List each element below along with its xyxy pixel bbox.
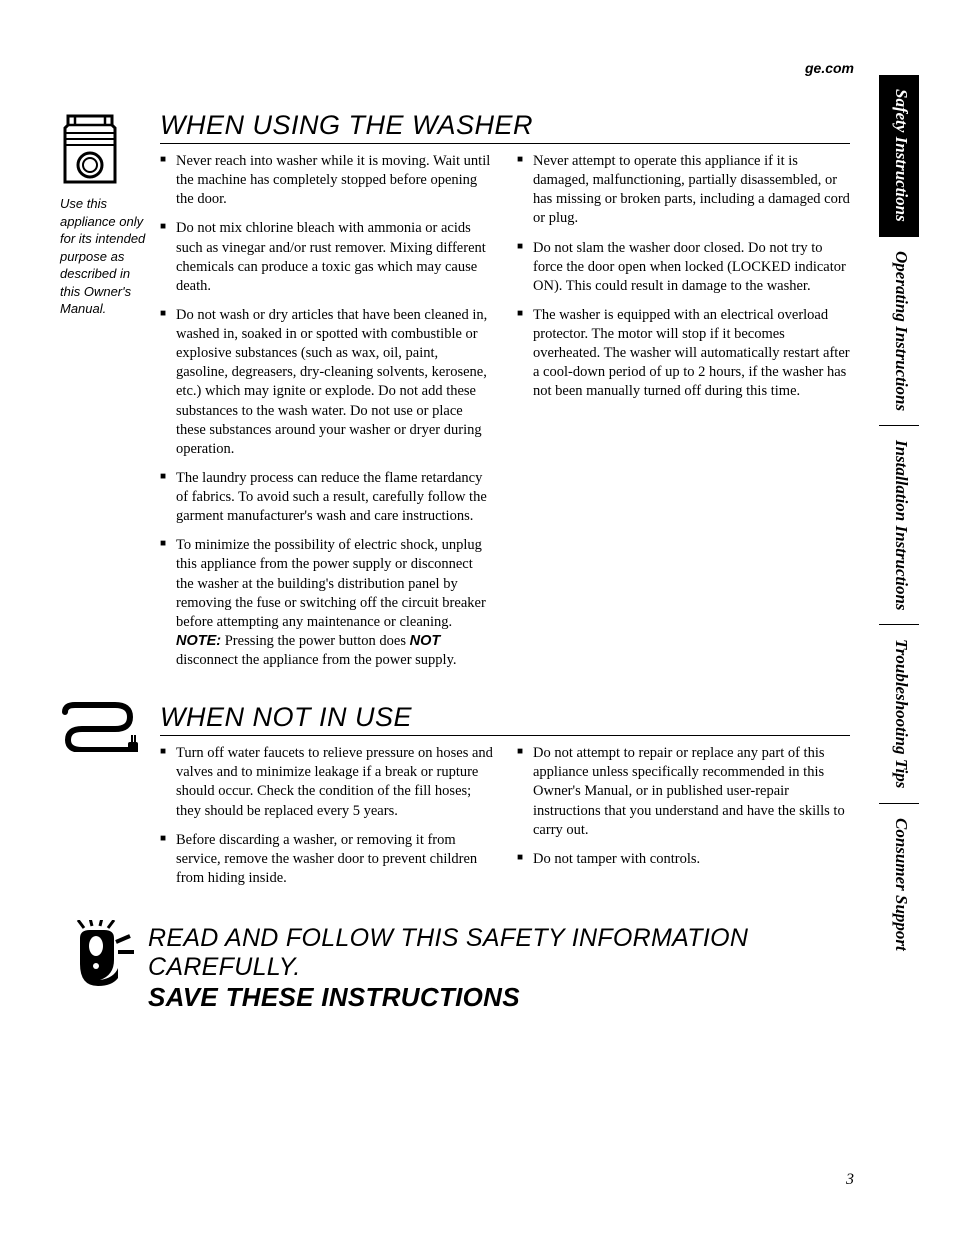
washer-icon <box>60 110 120 185</box>
list-item: Never reach into washer while it is movi… <box>160 152 493 209</box>
cord-icon <box>60 702 140 752</box>
list-item: Before discarding a washer, or removing … <box>160 831 493 888</box>
tab-installation-instructions[interactable]: Installation Instructions <box>879 426 919 626</box>
list-item: The laundry process can reduce the flame… <box>160 469 493 526</box>
tab-troubleshooting-tips[interactable]: Troubleshooting Tips <box>879 625 919 803</box>
list-item: Do not slam the washer door closed. Do n… <box>517 239 850 296</box>
warning-icon <box>60 920 138 990</box>
content-area: Use this appliance only for its intended… <box>60 60 850 1013</box>
list-item: To minimize the possibility of electric … <box>160 536 493 670</box>
bullet-list-right-1: Never attempt to operate this appliance … <box>517 152 850 402</box>
list-item: The washer is equipped with an electrica… <box>517 306 850 402</box>
list-item: Turn off water faucets to relieve pressu… <box>160 744 493 821</box>
header-link[interactable]: ge.com <box>805 60 854 76</box>
list-item: Do not attempt to repair or replace any … <box>517 744 850 840</box>
list-item: Never attempt to operate this appliance … <box>517 152 850 229</box>
final-line1: READ AND FOLLOW THIS SAFETY INFORMATION … <box>148 924 850 982</box>
tab-safety-instructions[interactable]: Safety Instructions <box>879 75 919 237</box>
tab-operating-instructions[interactable]: Operating Instructions <box>879 237 919 426</box>
final-line2: SAVE THESE INSTRUCTIONS <box>148 982 850 1013</box>
page-number: 3 <box>846 1171 854 1189</box>
heading-when-not-in-use: WHEN NOT IN USE <box>160 702 850 736</box>
section-when-not-in-use: WHEN NOT IN USE Turn off water faucets t… <box>60 702 850 898</box>
list-item: Do not tamper with controls. <box>517 850 850 869</box>
list-item: Do not wash or dry articles that have be… <box>160 306 493 459</box>
bullet-list-right-2: Do not attempt to repair or replace any … <box>517 744 850 869</box>
heading-when-using: WHEN USING THE WASHER <box>160 110 850 144</box>
section-final: READ AND FOLLOW THIS SAFETY INFORMATION … <box>60 920 850 1013</box>
note-label: NOTE: <box>176 633 221 649</box>
note-strong: NOT <box>410 633 441 649</box>
tab-consumer-support[interactable]: Consumer Support <box>879 804 919 965</box>
sidebar-note: Use this appliance only for its intended… <box>60 195 150 318</box>
section-when-using: Use this appliance only for its intended… <box>60 110 850 680</box>
list-item: Do not mix chlorine bleach with ammonia … <box>160 219 493 296</box>
bullet-list-left-2: Turn off water faucets to relieve pressu… <box>160 744 493 888</box>
bullet-list-left-1: Never reach into washer while it is movi… <box>160 152 493 670</box>
side-tabs: Safety Instructions Operating Instructio… <box>879 75 919 965</box>
